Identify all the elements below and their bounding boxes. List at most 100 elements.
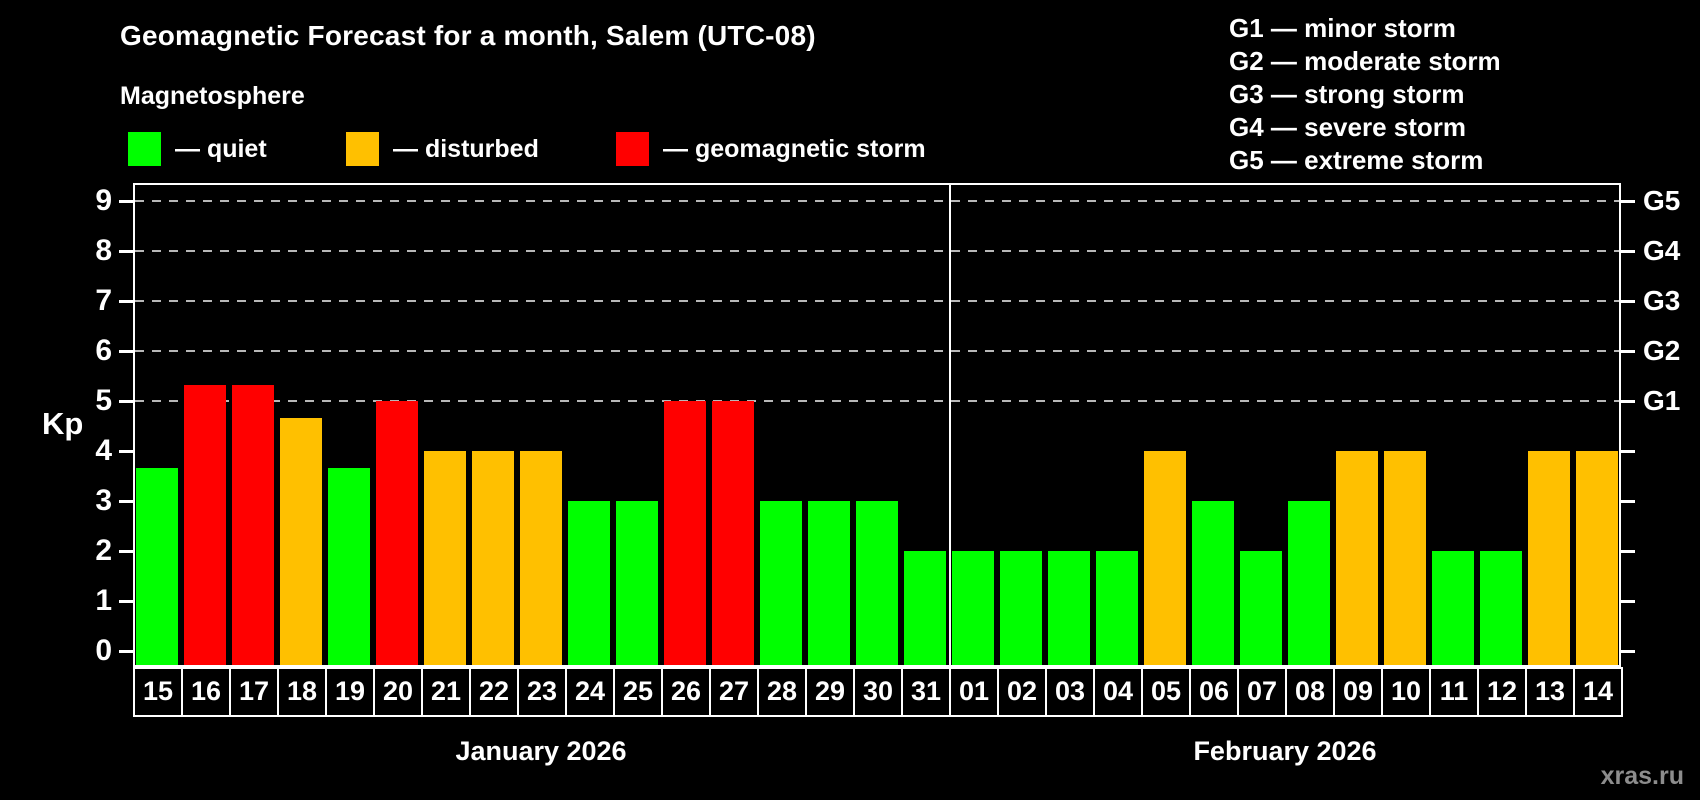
y-axis-label-5: 5 [95,384,112,417]
gridline-kp-5 [135,400,1619,402]
y-axis-title: Kp [42,406,84,441]
left-tick-9 [119,200,133,203]
day-cell-05: 05 [1141,667,1191,717]
right-tick-0 [1621,650,1635,653]
day-cell-18: 18 [277,667,327,717]
left-tick-4 [119,450,133,453]
y-axis-label-0: 0 [95,634,112,667]
kp-bar-day-05 [1144,451,1186,665]
day-cell-30: 30 [853,667,903,717]
g-scale-legend-line-5: G5 — extreme storm [1229,145,1484,175]
left-tick-8 [119,250,133,253]
watermark: xras.ru [1600,762,1684,790]
right-axis-label-G4: G4 [1643,235,1681,266]
g-scale-legend: G1 — minor storm G2 — moderate storm G3 — … [1229,12,1501,177]
kp-bar-day-23 [520,451,562,665]
day-cell-28: 28 [757,667,807,717]
g-scale-legend-line-3: G3 — strong storm [1229,79,1465,109]
kp-bar-day-11 [1432,551,1474,665]
kp-bar-day-03 [1048,551,1090,665]
kp-bar-day-07 [1240,551,1282,665]
day-cell-07: 07 [1237,667,1287,717]
day-cell-29: 29 [805,667,855,717]
legend-item-quiet: — quiet [128,130,267,168]
day-cell-19: 19 [325,667,375,717]
day-cell-02: 02 [997,667,1047,717]
day-cell-22: 22 [469,667,519,717]
kp-bar-day-22 [472,451,514,665]
g-scale-legend-line-4: G4 — severe storm [1229,112,1467,142]
legend-swatch-disturbed [346,132,379,166]
day-cell-27: 27 [709,667,759,717]
kp-bar-day-02 [1000,551,1042,665]
kp-bar-day-21 [424,451,466,665]
y-axis-label-6: 6 [95,334,112,367]
legend-item-disturbed: — disturbed [346,130,539,168]
kp-bar-day-28 [760,501,802,665]
day-cell-09: 09 [1333,667,1383,717]
y-axis-label-2: 2 [95,534,112,567]
y-axis-label-4: 4 [95,434,112,467]
kp-bar-day-06 [1192,501,1234,665]
left-tick-6 [119,350,133,353]
day-cell-24: 24 [565,667,615,717]
day-cell-26: 26 [661,667,711,717]
gridline-kp-6 [135,350,1619,352]
left-tick-0 [119,650,133,653]
y-axis-label-9: 9 [95,184,112,217]
day-cell-17: 17 [229,667,279,717]
day-cell-11: 11 [1429,667,1479,717]
legend-item-storm: — geomagnetic storm [616,130,926,168]
day-axis-strip: 15 16 17 18 19 20 21 22 23 24 25 26 27 28 29 30 31 01 02 03… [133,667,1625,717]
kp-bar-day-01 [952,551,994,665]
page-title: Geomagnetic Forecast for a month, Salem … [120,20,816,51]
kp-bar-day-13 [1528,451,1570,665]
left-tick-1 [119,600,133,603]
kp-bar-day-30 [856,501,898,665]
day-cell-04: 04 [1093,667,1143,717]
day-cell-13: 13 [1525,667,1575,717]
kp-plot-area [133,183,1621,667]
right-tick-5 [1621,400,1635,403]
legend-swatch-quiet [128,132,161,166]
month-separator [949,185,951,665]
kp-bar-day-15 [136,467,178,665]
day-cell-14: 14 [1573,667,1623,717]
kp-bar-day-19 [328,467,370,665]
g-scale-legend-line-1: G1 — minor storm [1229,13,1456,43]
day-cell-31: 31 [901,667,951,717]
left-tick-3 [119,500,133,503]
right-tick-1 [1621,600,1635,603]
day-cell-21: 21 [421,667,471,717]
gridline-kp-8 [135,250,1619,252]
kp-bar-day-09 [1336,451,1378,665]
day-cell-06: 06 [1189,667,1239,717]
kp-bar-day-20 [376,401,418,665]
legend-label-quiet: — quiet [175,134,267,163]
kp-bar-day-26 [664,401,706,665]
right-tick-3 [1621,500,1635,503]
day-cell-03: 03 [1045,667,1095,717]
right-tick-9 [1621,200,1635,203]
month-label-february: February 2026 [1193,736,1377,766]
kp-bar-day-17 [232,384,274,665]
y-axis-label-1: 1 [95,584,112,617]
kp-bar-day-10 [1384,451,1426,665]
gridline-kp-7 [135,300,1619,302]
right-axis-label-G1: G1 [1643,385,1681,416]
day-cell-25: 25 [613,667,663,717]
g-scale-legend-line-2: G2 — moderate storm [1229,46,1501,76]
month-label-january: January 2026 [455,736,627,766]
magnetosphere-label: Magnetosphere [120,82,305,110]
kp-bar-day-04 [1096,551,1138,665]
kp-bar-day-29 [808,501,850,665]
right-tick-4 [1621,450,1635,453]
legend-swatch-storm [616,132,649,166]
right-axis-label-G3: G3 [1643,285,1681,316]
day-cell-23: 23 [517,667,567,717]
kp-bar-day-27 [712,401,754,665]
right-axis-label-G2: G2 [1643,335,1681,366]
right-tick-8 [1621,250,1635,253]
legend-label-storm: — geomagnetic storm [663,134,926,163]
kp-bar-day-25 [616,501,658,665]
